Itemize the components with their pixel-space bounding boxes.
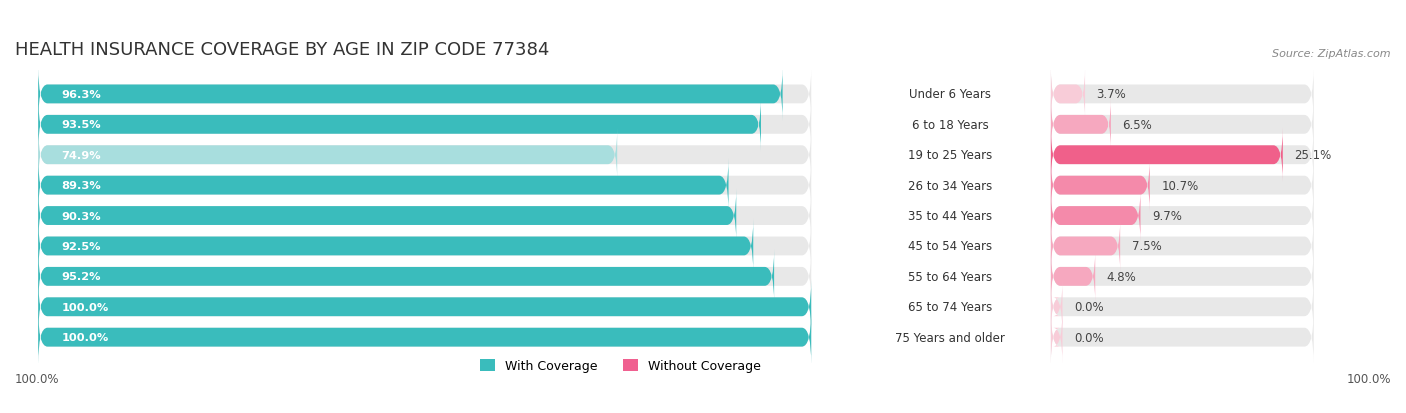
Text: 100.0%: 100.0%	[62, 302, 108, 312]
Text: 0.0%: 0.0%	[1074, 331, 1104, 344]
Text: 90.3%: 90.3%	[62, 211, 101, 221]
Text: 10.7%: 10.7%	[1161, 179, 1198, 192]
Text: 96.3%: 96.3%	[62, 90, 101, 100]
FancyBboxPatch shape	[1050, 310, 1313, 364]
FancyBboxPatch shape	[1050, 159, 1313, 213]
Text: 7.5%: 7.5%	[1132, 240, 1161, 253]
Text: 65 to 74 Years: 65 to 74 Years	[908, 301, 993, 313]
Legend: With Coverage, Without Coverage: With Coverage, Without Coverage	[475, 354, 766, 377]
Text: 100.0%: 100.0%	[62, 332, 108, 342]
FancyBboxPatch shape	[1050, 189, 1313, 243]
FancyBboxPatch shape	[1050, 310, 1063, 364]
Text: 45 to 54 Years: 45 to 54 Years	[908, 240, 993, 253]
Text: 35 to 44 Years: 35 to 44 Years	[908, 209, 993, 223]
FancyBboxPatch shape	[38, 68, 811, 122]
FancyBboxPatch shape	[1050, 68, 1085, 122]
Text: 74.9%: 74.9%	[62, 150, 101, 160]
FancyBboxPatch shape	[1050, 128, 1313, 183]
Text: 89.3%: 89.3%	[62, 181, 101, 191]
FancyBboxPatch shape	[38, 310, 811, 364]
Text: 55 to 64 Years: 55 to 64 Years	[908, 270, 993, 283]
Text: 100.0%: 100.0%	[15, 372, 59, 385]
Text: 0.0%: 0.0%	[1074, 301, 1104, 313]
FancyBboxPatch shape	[38, 98, 811, 152]
FancyBboxPatch shape	[1050, 250, 1095, 304]
Text: 93.5%: 93.5%	[62, 120, 101, 130]
FancyBboxPatch shape	[38, 159, 728, 213]
FancyBboxPatch shape	[1050, 128, 1282, 183]
FancyBboxPatch shape	[1050, 280, 1313, 334]
FancyBboxPatch shape	[1050, 219, 1121, 273]
FancyBboxPatch shape	[1050, 189, 1140, 243]
Text: 9.7%: 9.7%	[1152, 209, 1182, 223]
FancyBboxPatch shape	[38, 159, 811, 213]
Text: 92.5%: 92.5%	[62, 241, 101, 252]
FancyBboxPatch shape	[38, 280, 811, 334]
Text: 75 Years and older: 75 Years and older	[896, 331, 1005, 344]
FancyBboxPatch shape	[1050, 250, 1313, 304]
FancyBboxPatch shape	[38, 98, 761, 152]
FancyBboxPatch shape	[38, 68, 783, 122]
Text: 95.2%: 95.2%	[62, 272, 101, 282]
Text: 6 to 18 Years: 6 to 18 Years	[912, 119, 988, 131]
FancyBboxPatch shape	[1050, 219, 1313, 273]
FancyBboxPatch shape	[38, 189, 811, 243]
Text: 3.7%: 3.7%	[1097, 88, 1126, 101]
FancyBboxPatch shape	[38, 219, 811, 273]
FancyBboxPatch shape	[1050, 68, 1313, 122]
Text: 4.8%: 4.8%	[1107, 270, 1136, 283]
FancyBboxPatch shape	[1050, 98, 1111, 152]
Text: 100.0%: 100.0%	[1347, 372, 1391, 385]
FancyBboxPatch shape	[1050, 280, 1063, 334]
FancyBboxPatch shape	[38, 310, 811, 364]
FancyBboxPatch shape	[1050, 98, 1313, 152]
Text: Source: ZipAtlas.com: Source: ZipAtlas.com	[1272, 49, 1391, 59]
Text: HEALTH INSURANCE COVERAGE BY AGE IN ZIP CODE 77384: HEALTH INSURANCE COVERAGE BY AGE IN ZIP …	[15, 41, 550, 59]
FancyBboxPatch shape	[38, 250, 811, 304]
FancyBboxPatch shape	[38, 189, 737, 243]
FancyBboxPatch shape	[38, 250, 775, 304]
FancyBboxPatch shape	[38, 280, 811, 334]
Text: Under 6 Years: Under 6 Years	[910, 88, 991, 101]
Text: 6.5%: 6.5%	[1122, 119, 1153, 131]
Text: 26 to 34 Years: 26 to 34 Years	[908, 179, 993, 192]
FancyBboxPatch shape	[38, 219, 754, 273]
Text: 25.1%: 25.1%	[1295, 149, 1331, 162]
FancyBboxPatch shape	[38, 128, 811, 183]
FancyBboxPatch shape	[1050, 159, 1150, 213]
Text: 19 to 25 Years: 19 to 25 Years	[908, 149, 993, 162]
FancyBboxPatch shape	[38, 128, 617, 183]
